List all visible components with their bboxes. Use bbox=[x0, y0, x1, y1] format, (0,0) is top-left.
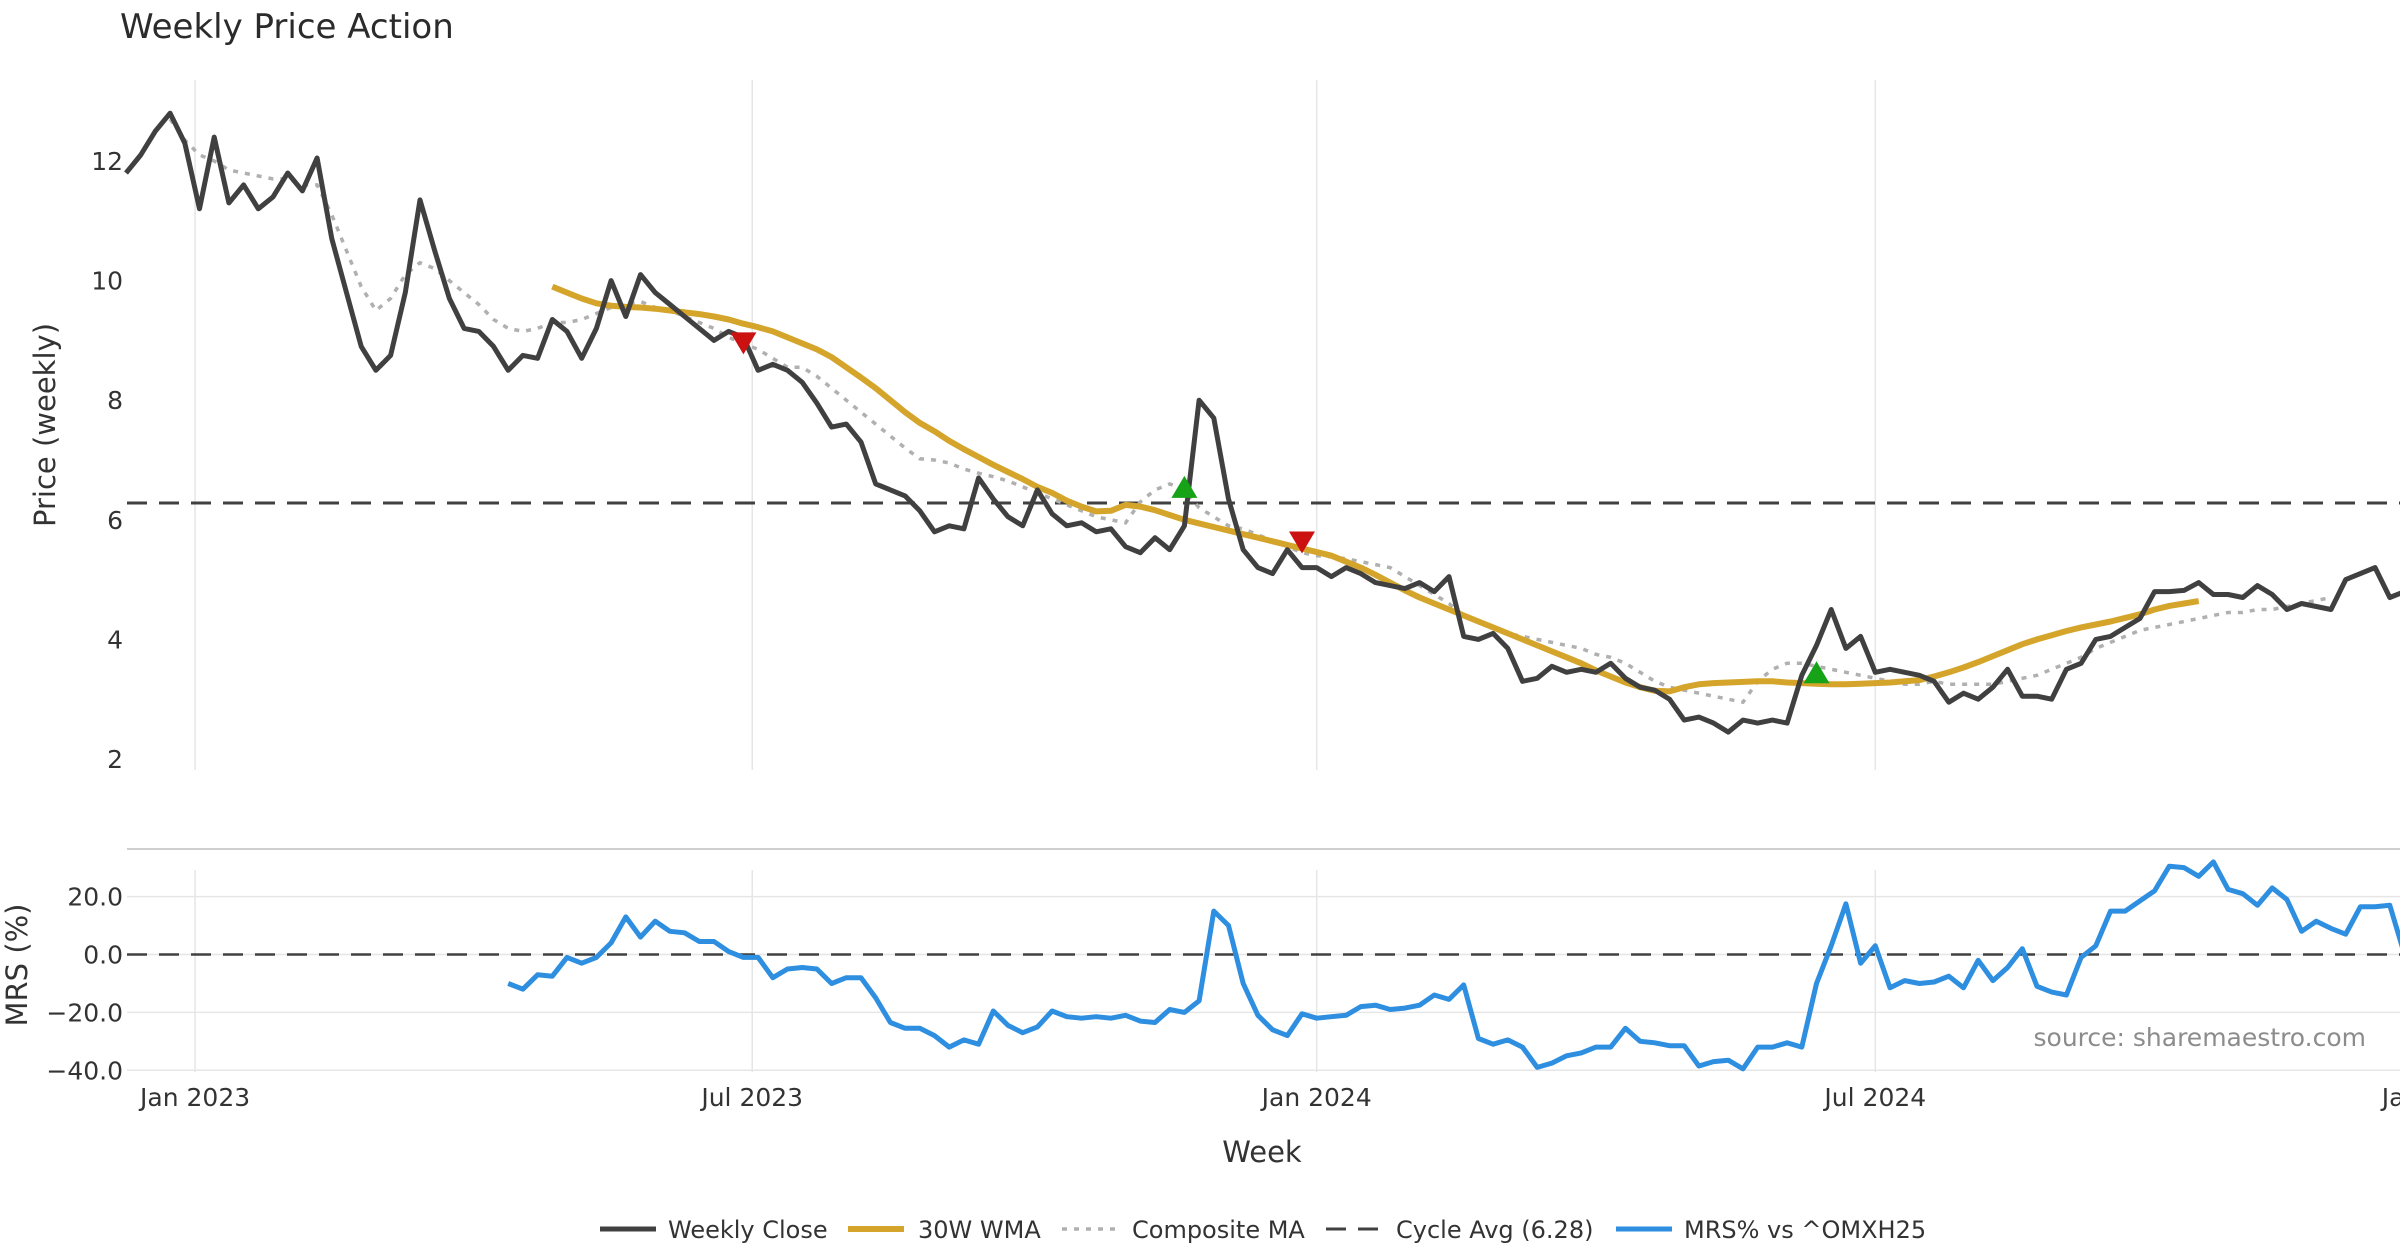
price-y-tick-label: 6 bbox=[107, 506, 123, 535]
x-tick-labels: Jan 2023 Jul 2023 Jan 2024 Jul 2024 Jan 2025… bbox=[138, 1083, 2400, 1112]
legend-label-mrs: MRS% vs ^OMXH25 bbox=[1684, 1216, 1926, 1244]
mrs-y-tick-label: 0.0 bbox=[83, 941, 123, 970]
legend-item-cycle-avg: Cycle Avg (6.28) bbox=[1326, 1216, 1593, 1244]
x-tick-label: Jan 2023 bbox=[138, 1083, 250, 1112]
buy-signal-marker bbox=[1803, 661, 1830, 684]
legend-item-composite-ma: Composite MA bbox=[1062, 1216, 1305, 1244]
signal-markers bbox=[730, 332, 1830, 684]
mrs-y-tick-label: 20.0 bbox=[67, 883, 123, 912]
chart-title: Weekly Price Action bbox=[120, 7, 454, 47]
x-tick-label: Jul 2024 bbox=[1822, 1083, 1926, 1112]
x-axis-label: Week bbox=[1222, 1135, 1302, 1169]
price-y-tick-label: 8 bbox=[107, 386, 123, 415]
buy-signal-marker bbox=[1171, 475, 1198, 498]
legend-item-wma: 30W WMA bbox=[848, 1216, 1041, 1244]
mrs-y-axis-label: MRS (%) bbox=[0, 904, 34, 1027]
x-tick-label: Jan 2025 bbox=[2380, 1083, 2400, 1112]
price-y-axis-label: Price (weekly) bbox=[28, 323, 62, 527]
wma-30w-line bbox=[551, 283, 2200, 695]
weekly-close-line bbox=[124, 110, 2400, 735]
x-tick-label: Jul 2023 bbox=[699, 1083, 803, 1112]
source-label: source: sharemaestro.com bbox=[2034, 1023, 2367, 1052]
sell-signal-marker bbox=[730, 332, 757, 355]
legend: Weekly Close 30W WMA Composite MA Cycle … bbox=[600, 1216, 1926, 1244]
mrs-line bbox=[507, 859, 2400, 1072]
price-y-tick-labels: 2 4 6 8 10 12 bbox=[91, 147, 123, 774]
legend-label-weekly-close: Weekly Close bbox=[668, 1216, 828, 1244]
legend-label-composite-ma: Composite MA bbox=[1132, 1216, 1305, 1244]
sell-signal-marker bbox=[1289, 531, 1315, 554]
composite-ma-line bbox=[168, 118, 2332, 705]
x-tick-label: Jan 2024 bbox=[1260, 1083, 1372, 1112]
price-y-tick-label: 4 bbox=[107, 625, 123, 654]
mrs-y-tick-labels: 20.0 0.0 −20.0 −40.0 bbox=[46, 883, 123, 1086]
mrs-y-tick-label: −20.0 bbox=[46, 998, 123, 1027]
price-y-tick-label: 2 bbox=[107, 745, 123, 774]
price-y-tick-label: 12 bbox=[91, 147, 123, 176]
legend-item-mrs: MRS% vs ^OMXH25 bbox=[1616, 1216, 1926, 1244]
legend-item-weekly-close: Weekly Close bbox=[600, 1216, 828, 1244]
mrs-y-tick-label: −40.0 bbox=[46, 1056, 123, 1085]
legend-label-cycle-avg: Cycle Avg (6.28) bbox=[1396, 1216, 1593, 1244]
price-panel-gridlines bbox=[194, 80, 1877, 770]
price-y-tick-label: 10 bbox=[91, 267, 123, 296]
legend-label-wma: 30W WMA bbox=[918, 1216, 1041, 1244]
